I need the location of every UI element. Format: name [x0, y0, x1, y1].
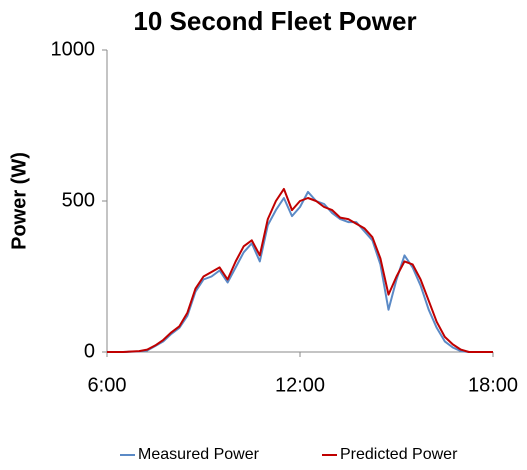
legend-label: Predicted Power	[340, 446, 458, 463]
y-tick-label: 1000	[51, 38, 96, 60]
y-tick-label: 0	[84, 340, 95, 362]
y-axis-label: Power (W)	[8, 152, 30, 250]
y-tick-label: 500	[62, 189, 95, 211]
series-line	[107, 190, 493, 353]
legend-label: Measured Power	[138, 446, 260, 463]
x-tick-label: 12:00	[275, 374, 325, 396]
x-tick-label: 18:00	[468, 374, 518, 396]
series-line	[107, 187, 493, 353]
chart-title: 10 Second Fleet Power	[133, 6, 416, 36]
x-tick-label: 6:00	[88, 374, 127, 396]
